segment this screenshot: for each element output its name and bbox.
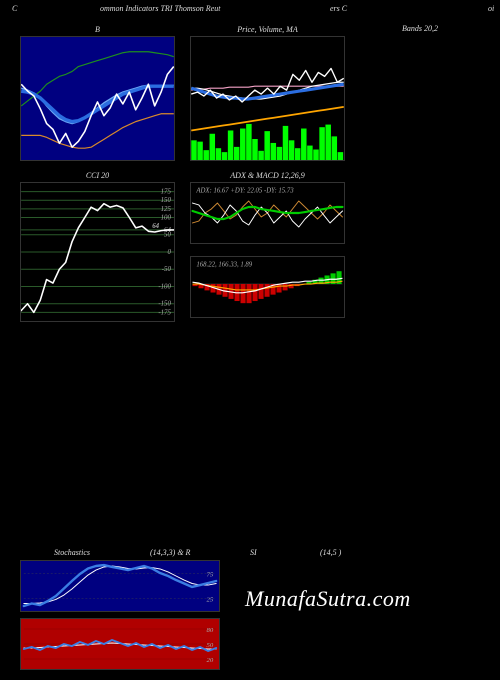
stoch-title-mid2: SI: [250, 548, 257, 557]
stoch-title-right: (14,5 ): [320, 548, 341, 557]
svg-text:25: 25: [207, 596, 214, 603]
stoch-chart: 75 25: [20, 560, 220, 612]
adx-title: ADX & MACD 12,26,9: [191, 171, 344, 180]
macd-svg: 168.22, 166.33, 1.89: [191, 257, 344, 317]
page: C ommon Indicators TRI Thomson Reut ers …: [0, 0, 500, 680]
rsi-chart: 80 50 20: [20, 618, 220, 670]
price-ma-svg: [191, 37, 344, 160]
cci-chart: CCI 20 17515012510064500-50-100-150-1756…: [20, 182, 175, 322]
header-r1: ers C: [330, 4, 347, 13]
svg-text:64: 64: [152, 223, 159, 230]
svg-text:168.22, 166.33, 1.89: 168.22, 166.33, 1.89: [196, 262, 252, 269]
header-center: ommon Indicators TRI Thomson Reut: [100, 4, 220, 13]
stoch-title-mid: (14,3,3) & R: [150, 548, 190, 557]
svg-text:-100: -100: [158, 283, 171, 290]
macd-chart: 168.22, 166.33, 1.89: [190, 256, 345, 318]
bbands-chart: B: [20, 36, 175, 161]
watermark: MunafaSutra.com: [245, 586, 411, 612]
stoch-svg: 75 25: [21, 561, 219, 611]
svg-text:ADX: 16.67 +DY: 22.05 -DY: 15.: ADX: 16.67 +DY: 22.05 -DY: 15.73: [195, 188, 294, 195]
svg-text:100: 100: [161, 214, 172, 221]
header-left: C: [12, 4, 17, 13]
price-ma-chart: Price, Volume, MA: [190, 36, 345, 161]
svg-text:20: 20: [207, 657, 214, 664]
svg-text:-150: -150: [158, 301, 171, 308]
svg-text:50: 50: [164, 232, 171, 239]
bbands-title: B: [21, 25, 174, 34]
svg-text:175: 175: [161, 189, 172, 196]
svg-text:125: 125: [161, 206, 172, 213]
adx-svg: ADX: 16.67 +DY: 22.05 -DY: 15.73: [191, 183, 344, 243]
bbands-svg: [21, 37, 174, 160]
svg-text:80: 80: [207, 627, 214, 634]
header-r2: oi: [488, 4, 494, 13]
svg-text:-175: -175: [158, 309, 171, 316]
svg-text:0: 0: [167, 249, 171, 256]
bbands-title-right: Bands 20,2: [360, 24, 480, 33]
svg-text:75: 75: [207, 571, 214, 578]
svg-text:50: 50: [207, 642, 214, 649]
stoch-title-left: Stochastics: [54, 548, 90, 557]
rsi-svg: 80 50 20: [21, 619, 219, 669]
svg-text:-50: -50: [162, 266, 172, 273]
cci-svg: 17515012510064500-50-100-150-17564: [21, 183, 174, 321]
adx-chart: ADX & MACD 12,26,9 ADX: 16.67 +DY: 22.05…: [190, 182, 345, 244]
svg-text:150: 150: [161, 197, 172, 204]
price-ma-title: Price, Volume, MA: [191, 25, 344, 34]
cci-title: CCI 20: [21, 171, 174, 180]
